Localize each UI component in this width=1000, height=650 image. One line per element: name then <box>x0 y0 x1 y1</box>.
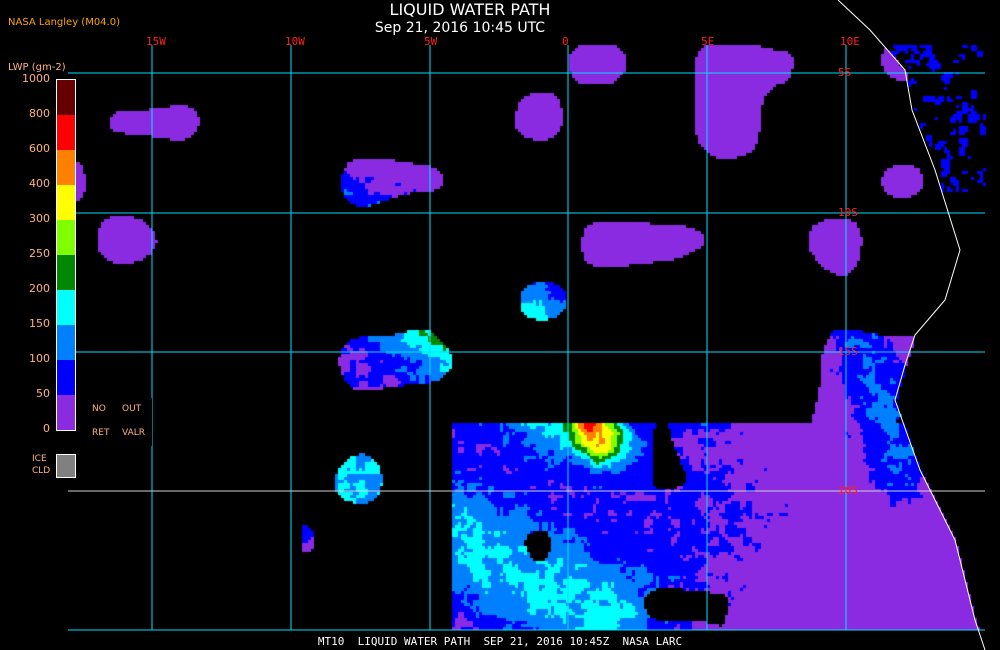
legend-color-swatch <box>57 395 75 430</box>
longitude-label: 0 <box>562 35 569 48</box>
longitude-label: 10W <box>285 35 305 48</box>
legend-tick-label: 800 <box>29 107 50 120</box>
longitude-label: 5W <box>424 35 438 48</box>
color-scale-bar <box>56 79 76 431</box>
latitude-label: 20S <box>838 484 858 497</box>
out-valr-label-1: OUT <box>122 404 142 414</box>
legend-tick-label: 400 <box>29 177 50 190</box>
source-label: NASA Langley (M04.0) <box>8 17 120 28</box>
legend-tick-label: 600 <box>29 142 50 155</box>
no-retrieval-legend: NO RET OUT VALR <box>78 398 152 446</box>
legend-color-swatch <box>57 360 75 395</box>
legend-color-swatch <box>57 185 75 220</box>
legend-color-swatch <box>57 150 75 185</box>
legend-color-swatch <box>57 115 75 150</box>
latitude-label: 15S <box>838 345 858 358</box>
legend-tick-label: 300 <box>29 212 50 225</box>
legend-color-swatch <box>57 255 75 290</box>
ice-cloud-label-2: CLD <box>32 466 51 476</box>
latitude-label: 10S <box>838 206 858 219</box>
legend-color-swatch <box>57 80 75 115</box>
no-ret-label-2: RET <box>92 428 110 438</box>
longitude-label: 5E <box>701 35 715 48</box>
legend-tick-label: 200 <box>29 282 50 295</box>
footer-caption: MT10 LIQUID WATER PATH SEP 21, 2016 10:4… <box>317 635 683 648</box>
legend-tick-label: 100 <box>29 352 50 365</box>
legend-color-swatch <box>57 220 75 255</box>
longitude-label: 10E <box>840 35 860 48</box>
legend-title: LWP (gm-2) <box>8 62 66 73</box>
ice-cloud-swatch <box>56 454 76 478</box>
coastline <box>837 0 986 650</box>
legend-tick-label: 50 <box>36 387 50 400</box>
longitude-label: 15W <box>146 35 166 48</box>
legend-tick-label: 1000 <box>22 72 50 85</box>
map-timestamp: Sep 21, 2016 10:45 UTC <box>374 20 546 36</box>
latitude-label: 5S <box>838 66 852 79</box>
map-title: LIQUID WATER PATH <box>389 0 551 19</box>
legend-tick-label: 0 <box>43 422 50 435</box>
legend-tick-label: 250 <box>29 247 50 260</box>
no-ret-label-1: NO <box>92 404 106 414</box>
out-valr-label-2: VALR <box>122 428 146 438</box>
legend-color-swatch <box>57 325 75 360</box>
ice-cloud-label-1: ICE <box>32 454 47 464</box>
legend-color-swatch <box>57 290 75 325</box>
legend-tick-label: 150 <box>29 317 50 330</box>
